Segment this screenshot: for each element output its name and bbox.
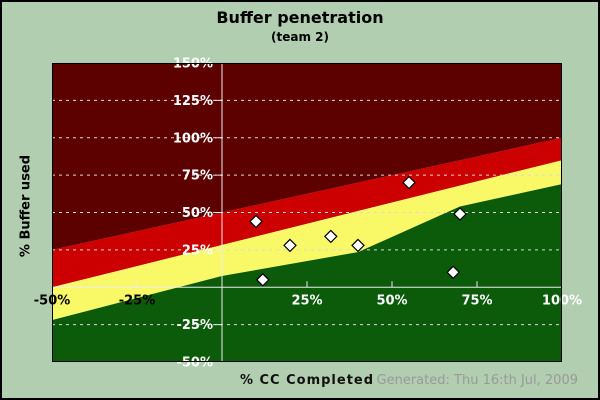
plot-area: 150%125%100%75%50%25%-25%-50%-50% -25% 25%… xyxy=(34,57,582,371)
data-point xyxy=(351,238,365,253)
data-point xyxy=(283,238,297,253)
y-tick-label: 75% xyxy=(182,169,213,184)
x-tick-label: 75% xyxy=(461,293,492,308)
x-tick-label: -25% xyxy=(119,293,156,308)
y-tick-label: -25% xyxy=(176,318,213,333)
zone-green xyxy=(52,184,562,362)
chart-subtitle: (team 2) xyxy=(271,30,329,44)
zone-yellow xyxy=(52,160,562,321)
y-tick-label: 50% xyxy=(182,206,213,221)
x-tick-label: 50% xyxy=(376,293,407,308)
data-point xyxy=(446,265,461,280)
y-tick-label: 100% xyxy=(173,131,213,146)
data-point xyxy=(323,229,338,244)
y-axis-title: % Buffer used xyxy=(18,154,34,258)
data-point xyxy=(249,214,263,229)
zone-dark-red xyxy=(52,63,562,250)
y-tick-label: -50% xyxy=(176,356,213,371)
chart-title: Buffer penetration xyxy=(216,8,384,27)
plot-border xyxy=(52,63,562,362)
data-point xyxy=(453,207,467,221)
y-tick-label: 125% xyxy=(173,94,213,109)
x-axis-title: % CC Completed xyxy=(239,373,375,388)
data-point xyxy=(255,272,270,287)
x-tick-label: 25% xyxy=(291,293,322,308)
y-tick-label: 25% xyxy=(182,243,213,258)
data-point xyxy=(402,175,416,190)
generated-timestamp: Generated: Thu 16:th Jul, 2009 xyxy=(376,373,578,388)
